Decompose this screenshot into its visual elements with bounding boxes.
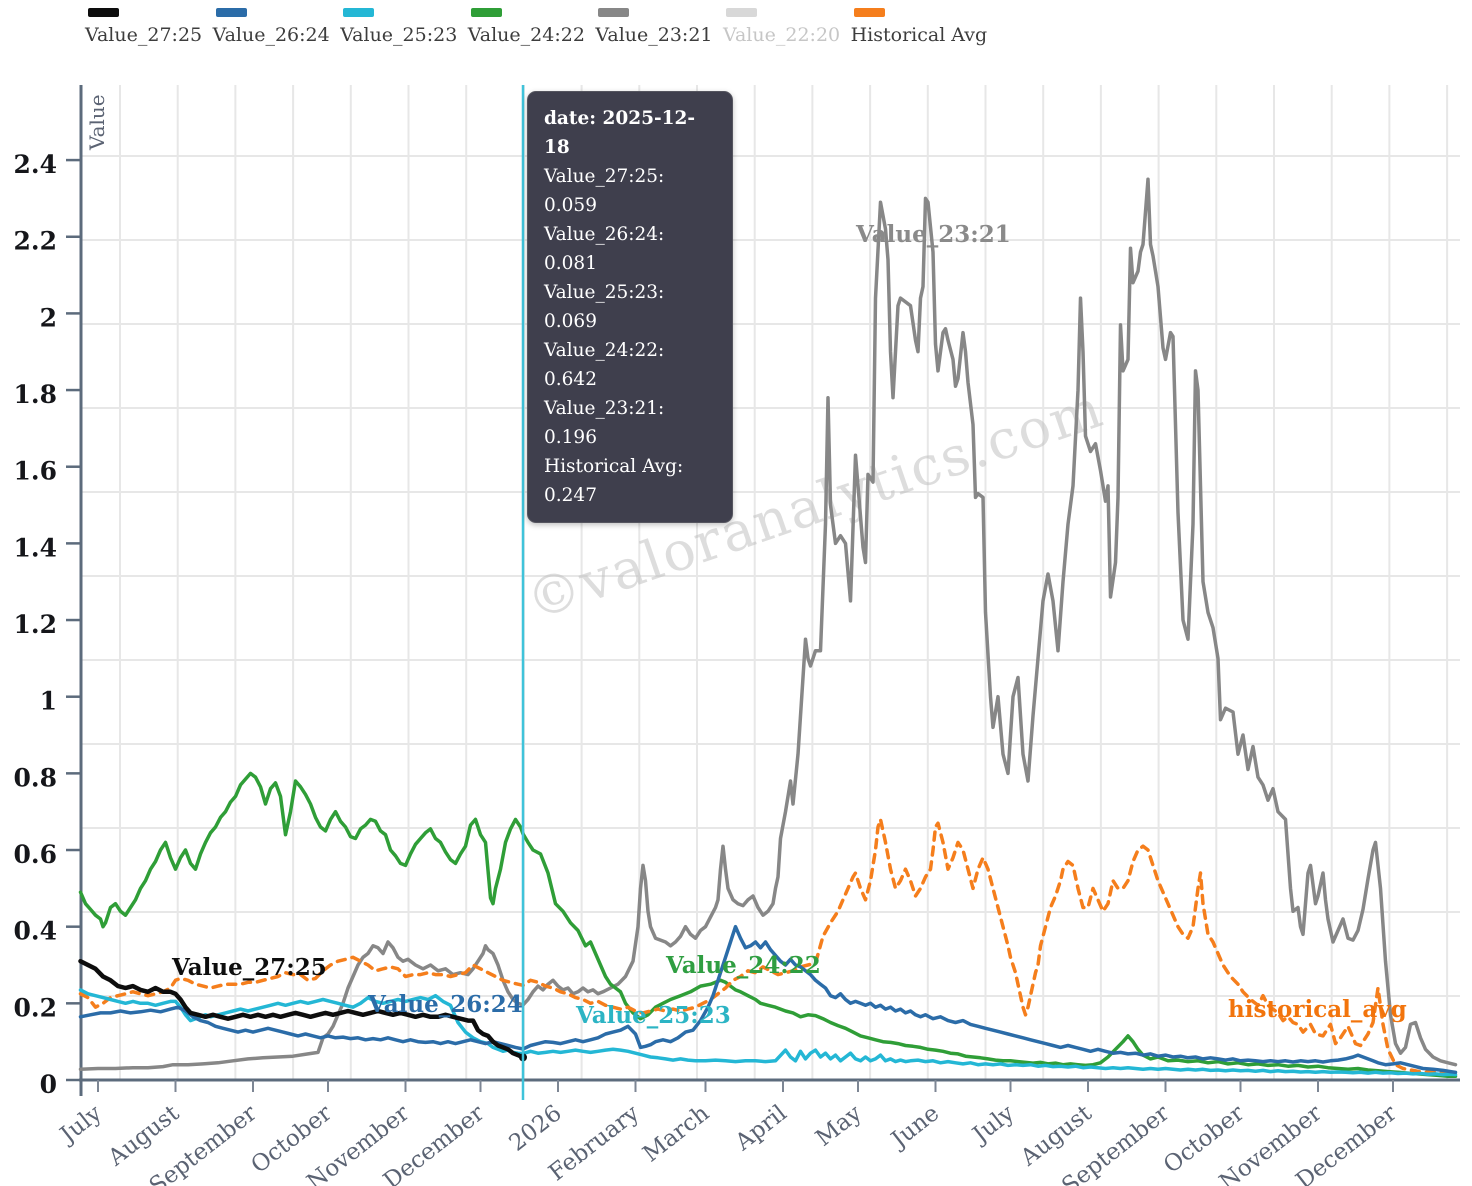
legend-label: Value_26:24 (212, 24, 330, 46)
legend-item-value-22-20[interactable]: Value_22:20 (723, 8, 840, 46)
series-line-value-23-21[interactable] (78, 177, 1458, 1072)
series-label-value-23-21: Value_23:21 (855, 221, 1011, 248)
legend-swatch (470, 8, 502, 17)
legend-item-historical-avg[interactable]: Historical Avg (850, 8, 988, 46)
legend-swatch (598, 8, 630, 17)
legend-label: Value_25:23 (340, 24, 458, 46)
y-tick-label: 1.2 (14, 610, 58, 639)
tooltip-row: Historical Avg: 0.247 (544, 456, 684, 506)
y-tick-label: 1.6 (14, 457, 58, 486)
tooltip-rows: Value_27:25: 0.059 Value_26:24: 0.081 Valu… (544, 162, 716, 510)
y-tick-label: 1.8 (14, 380, 58, 409)
y-axis-title: Value (85, 94, 109, 151)
legend-item-value-27-25[interactable]: Value_27:25 (85, 8, 202, 46)
series-line-value-27-25[interactable] (78, 958, 526, 1060)
series-label-value-24-22: Value_24:22 (665, 952, 821, 979)
x-tick-label: May (811, 1100, 867, 1151)
series-line-historical-avg[interactable] (78, 817, 1458, 1077)
tooltip-row: Value_23:21: 0.196 (544, 398, 665, 448)
x-tick-label: July (967, 1100, 1020, 1149)
tooltip: date: 2025-12-18 Value_27:25: 0.059 Value… (527, 91, 733, 523)
series-line-value-26-24[interactable] (78, 924, 1458, 1075)
legend-item-value-23-21[interactable]: Value_23:21 (595, 8, 713, 46)
series-line-value-24-22[interactable] (78, 771, 1458, 1078)
legend-item-value-25-23[interactable]: Value_25:23 (340, 8, 457, 46)
legend-label: Value_27:25 (85, 24, 203, 46)
series-label-value-25-23: Value_25:23 (575, 1002, 731, 1029)
series-line-value-25-23[interactable] (78, 988, 1458, 1077)
y-tick-label: 1.4 (14, 533, 58, 562)
legend-label: Historical Avg (850, 24, 988, 46)
x-tick-label: March (638, 1100, 714, 1167)
legend-swatch (215, 8, 247, 17)
tooltip-row: Value_26:24: 0.081 (544, 224, 665, 274)
x-tick-label: July (54, 1100, 107, 1149)
legend-label: Value_22:20 (723, 24, 841, 46)
legend-label: Value_24:22 (467, 24, 585, 46)
y-tick-label: 0.2 (14, 993, 58, 1022)
legend-label: Value_23:21 (595, 24, 713, 46)
y-tick-label: 2 (40, 303, 57, 332)
tooltip-row: Value_25:23: 0.069 (544, 282, 665, 332)
y-tick-label: 1 (40, 687, 57, 716)
series-label-value-26-24: Value_26:24 (367, 991, 523, 1018)
legend-swatch (726, 8, 757, 17)
legend-item-value-26-24[interactable]: Value_26:24 (213, 8, 330, 46)
y-tick-label: 0.4 (14, 917, 58, 946)
tooltip-row: Value_27:25: 0.059 (544, 166, 665, 216)
y-tick-label: 0.8 (14, 763, 58, 792)
x-tick-label: 2026 (505, 1100, 567, 1157)
x-tick-label: April (730, 1100, 792, 1156)
series-label-value-27-25: Value_27:25 (171, 954, 327, 981)
tooltip-date: date: 2025-12-18 (544, 108, 696, 158)
y-tick-label: 2.2 (14, 227, 58, 256)
y-tick-label: 2.4 (14, 150, 58, 179)
legend-swatch (853, 8, 885, 17)
y-tick-label: 0.6 (14, 840, 58, 869)
legend: Value_27:25 Value_26:24 Value_25:23 Value_2… (0, 0, 1472, 70)
series-label-historical-avg: historical_avg (1228, 996, 1407, 1023)
legend-swatch (88, 8, 119, 17)
y-tick-label: 0 (40, 1070, 57, 1099)
legend-swatch (343, 8, 375, 17)
legend-item-value-24-22[interactable]: Value_24:22 (468, 8, 585, 46)
x-tick-label: June (885, 1100, 944, 1154)
tooltip-row: Value_24:22: 0.642 (544, 340, 665, 390)
